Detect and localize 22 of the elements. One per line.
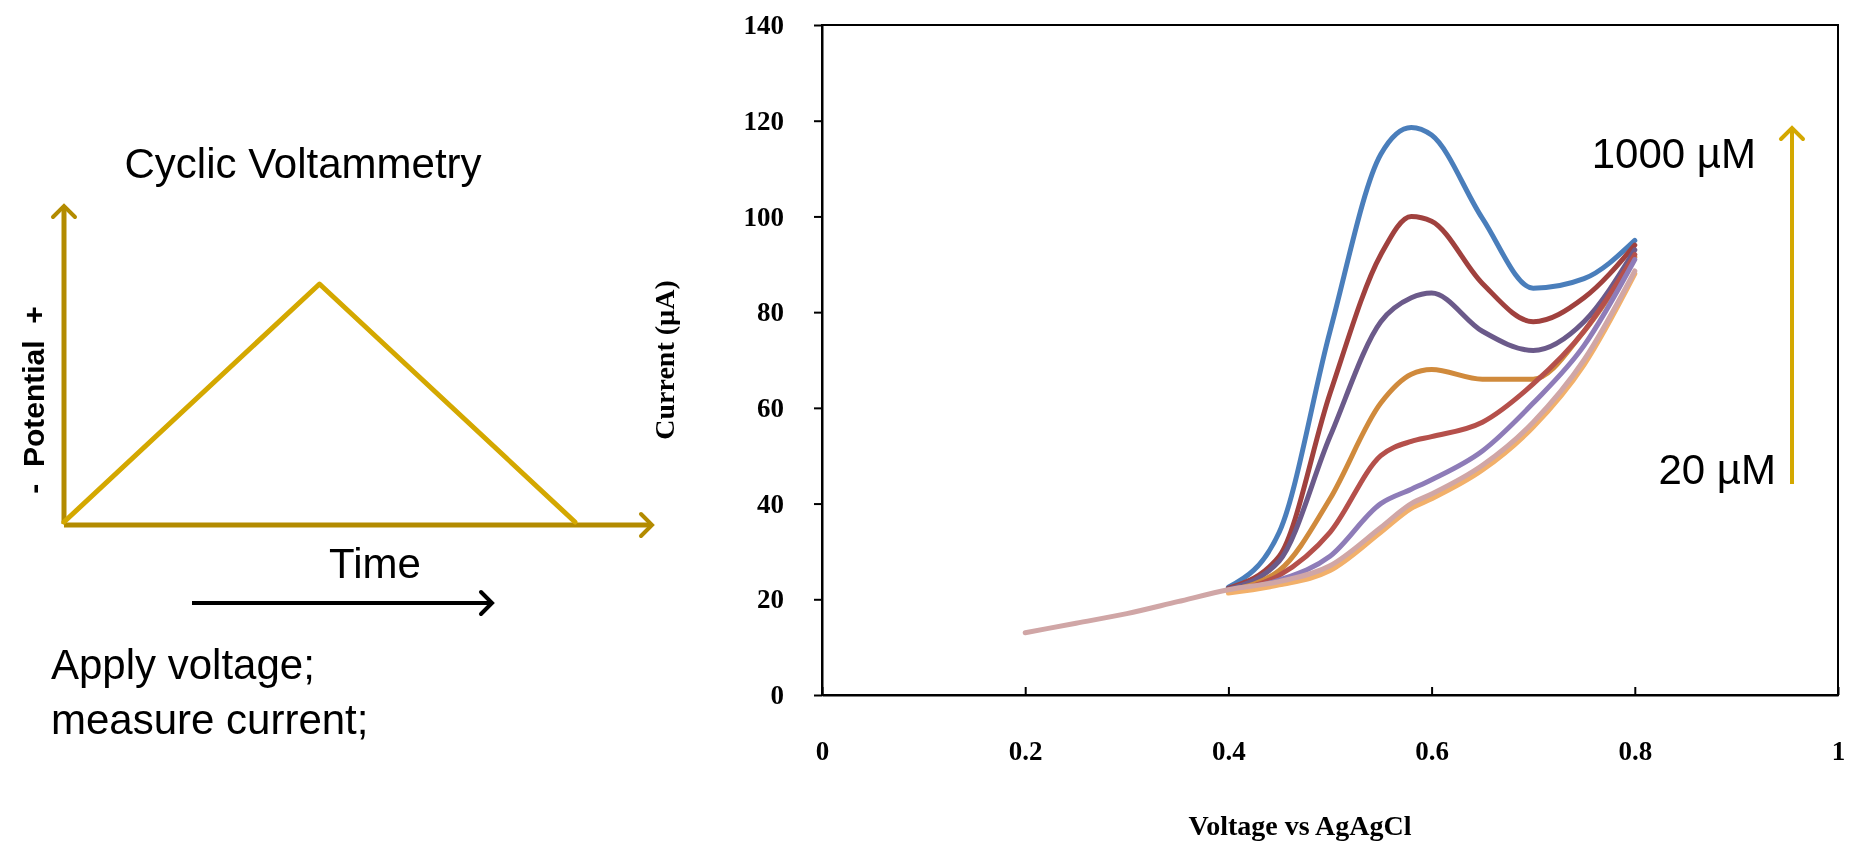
x-axis-title: Time (329, 540, 421, 587)
y-tick-label: 20 (757, 584, 784, 615)
y-axis-title: - Potential + (17, 306, 50, 494)
x-tick-label: 0.4 (1212, 736, 1246, 767)
y-tick-label: 120 (743, 105, 784, 136)
chart-title: Cyclic Voltammetry (124, 140, 482, 187)
y-tick-label: 40 (757, 488, 784, 519)
x-tick-label: 0 (815, 736, 830, 767)
annotation: 1000 µM (1591, 130, 1756, 177)
x-tick-label: 0.8 (1618, 736, 1653, 767)
x-tick-label: 0.6 (1415, 736, 1449, 767)
y-tick-label: 100 (743, 201, 784, 232)
y-tick-label: 0 (770, 680, 784, 711)
x-axis-title: Voltage vs AgAgCl (1188, 810, 1412, 841)
x-tick-label: 1 (1831, 736, 1846, 767)
y-tick-label: 60 (757, 393, 784, 423)
y-tick-label: 140 (743, 10, 784, 41)
y-tick-label: 80 (757, 297, 784, 328)
y-axis-title: Current (µA) (649, 280, 680, 440)
x-tick-label: 0.2 (1008, 736, 1043, 767)
annotation: 20 µM (1658, 446, 1776, 493)
text: Apply voltage; measure current; (51, 641, 369, 743)
